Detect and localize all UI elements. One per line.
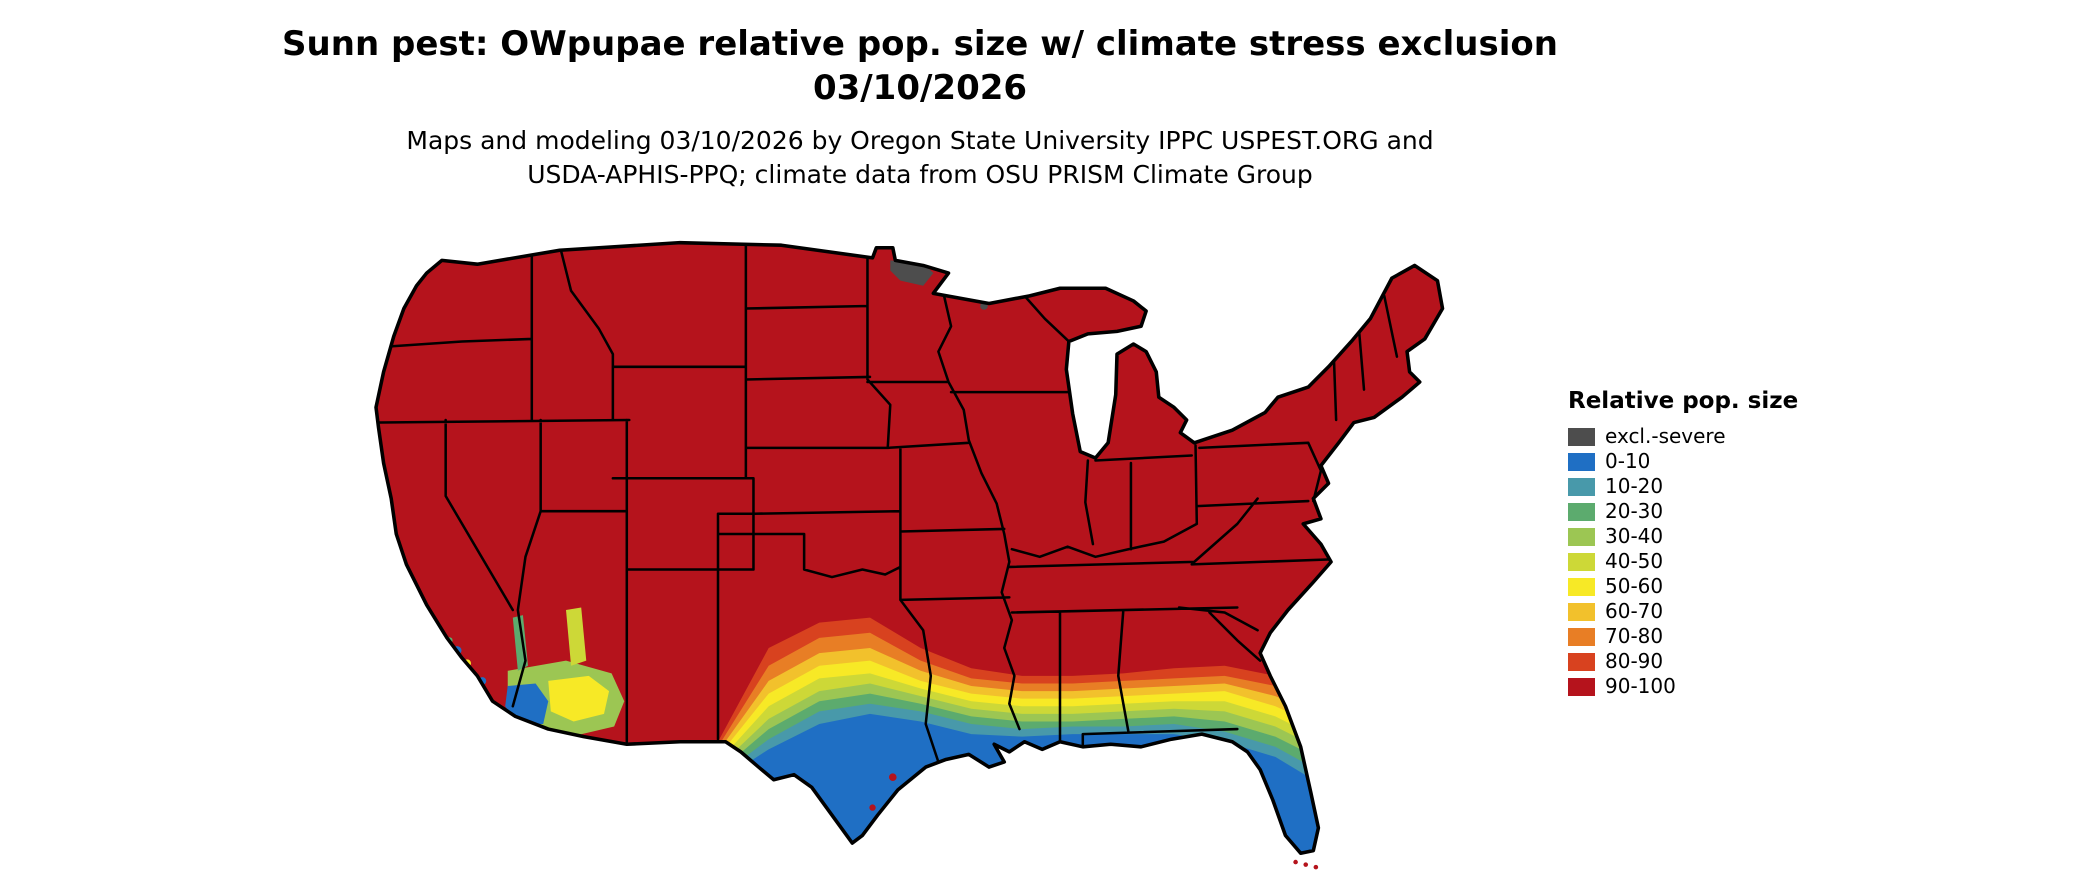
arizona-central-streak <box>566 607 587 666</box>
arizona-yellow-patch <box>548 675 610 722</box>
legend: Relative pop. size excl.-severe 0-10 10-… <box>1568 388 1868 699</box>
legend-title: Relative pop. size <box>1568 388 1799 414</box>
legend-swatch-40-50 <box>1568 552 1595 571</box>
legend-swatch-80-90 <box>1568 652 1595 671</box>
map-subtitle-line2: USDA-APHIS-PPQ; climate data from OSU PR… <box>527 160 1313 189</box>
legend-label-20-30: 20-30 <box>1605 499 1664 523</box>
legend-row-90-100: 90-100 <box>1568 674 1868 699</box>
legend-swatch-0-10 <box>1568 452 1595 471</box>
legend-swatch-30-40 <box>1568 527 1595 546</box>
map-title-date: 03/10/2026 <box>812 68 1028 108</box>
legend-row-40-50: 40-50 <box>1568 549 1868 574</box>
florida-keys-speckle2 <box>1303 862 1309 867</box>
legend-row-20-30: 20-30 <box>1568 499 1868 524</box>
us-map <box>300 230 1516 876</box>
legend-label-excl-severe: excl.-severe <box>1605 424 1726 448</box>
legend-swatch-90-100 <box>1568 677 1595 696</box>
map-header: Sunn pest: OWpupae relative pop. size w/… <box>0 22 1840 192</box>
florida-keys-speckle1 <box>1293 859 1298 865</box>
legend-label-50-60: 50-60 <box>1605 574 1664 598</box>
legend-row-50-60: 50-60 <box>1568 574 1868 599</box>
legend-swatch-50-60 <box>1568 577 1595 596</box>
legend-row-30-40: 30-40 <box>1568 524 1868 549</box>
florida-keys-speckle3 <box>1313 864 1319 870</box>
legend-row-excl-severe: excl.-severe <box>1568 424 1868 449</box>
legend-label-30-40: 30-40 <box>1605 524 1664 548</box>
legend-row-70-80: 70-80 <box>1568 624 1868 649</box>
map-subtitle-line1: Maps and modeling 03/10/2026 by Oregon S… <box>406 126 1434 155</box>
legend-swatch-60-70 <box>1568 602 1595 621</box>
legend-swatch-70-80 <box>1568 627 1595 646</box>
texas-red-speckle2 <box>869 804 876 811</box>
map-title-line1: Sunn pest: OWpupae relative pop. size w/… <box>282 24 1558 64</box>
legend-label-0-10: 0-10 <box>1605 449 1651 473</box>
texas-red-speckle1 <box>889 773 897 781</box>
population-raster <box>376 242 1443 854</box>
legend-label-70-80: 70-80 <box>1605 624 1664 648</box>
us-outline <box>374 240 1445 855</box>
legend-row-80-90: 80-90 <box>1568 649 1868 674</box>
legend-label-40-50: 40-50 <box>1605 549 1664 573</box>
state-borders <box>377 243 1399 764</box>
legend-swatch-10-20 <box>1568 477 1595 496</box>
legend-row-0-10: 0-10 <box>1568 449 1868 474</box>
us-map-svg <box>374 240 1445 870</box>
map-subtitle: Maps and modeling 03/10/2026 by Oregon S… <box>0 124 1840 192</box>
legend-label-90-100: 90-100 <box>1605 674 1676 698</box>
legend-swatch-excl-severe <box>1568 427 1595 446</box>
legend-label-60-70: 60-70 <box>1605 599 1664 623</box>
legend-row-10-20: 10-20 <box>1568 474 1868 499</box>
legend-label-10-20: 10-20 <box>1605 474 1664 498</box>
legend-label-80-90: 80-90 <box>1605 649 1664 673</box>
legend-row-60-70: 60-70 <box>1568 599 1868 624</box>
legend-swatch-20-30 <box>1568 502 1595 521</box>
